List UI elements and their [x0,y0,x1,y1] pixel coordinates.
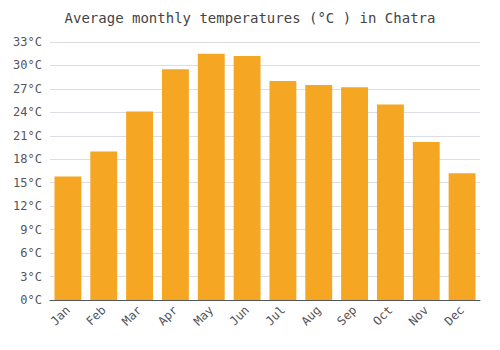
svg-text:24°C: 24°C [13,105,42,119]
svg-text:Dec: Dec [442,303,467,328]
svg-text:27°C: 27°C [13,82,42,96]
svg-text:Nov: Nov [406,303,431,328]
svg-text:6°C: 6°C [20,246,42,260]
svg-text:Oct: Oct [370,303,395,328]
svg-text:Apr: Apr [155,303,180,328]
svg-text:Average monthly temperatures (: Average monthly temperatures (°C ) in Ch… [65,10,436,26]
svg-text:12°C: 12°C [13,199,42,213]
svg-text:33°C: 33°C [13,35,42,49]
svg-text:Jan: Jan [48,303,73,328]
svg-text:Feb: Feb [83,303,108,328]
svg-text:Jun: Jun [227,303,252,328]
svg-text:Aug: Aug [298,303,323,328]
svg-text:21°C: 21°C [13,129,42,143]
svg-text:3°C: 3°C [20,270,42,284]
svg-text:9°C: 9°C [20,223,42,237]
svg-text:Mar: Mar [119,303,144,328]
svg-text:Sep: Sep [334,303,359,328]
svg-text:18°C: 18°C [13,152,42,166]
svg-text:0°C: 0°C [20,293,42,307]
svg-text:30°C: 30°C [13,58,42,72]
svg-text:Jul: Jul [263,303,288,328]
svg-text:May: May [191,303,216,328]
svg-text:15°C: 15°C [13,176,42,190]
